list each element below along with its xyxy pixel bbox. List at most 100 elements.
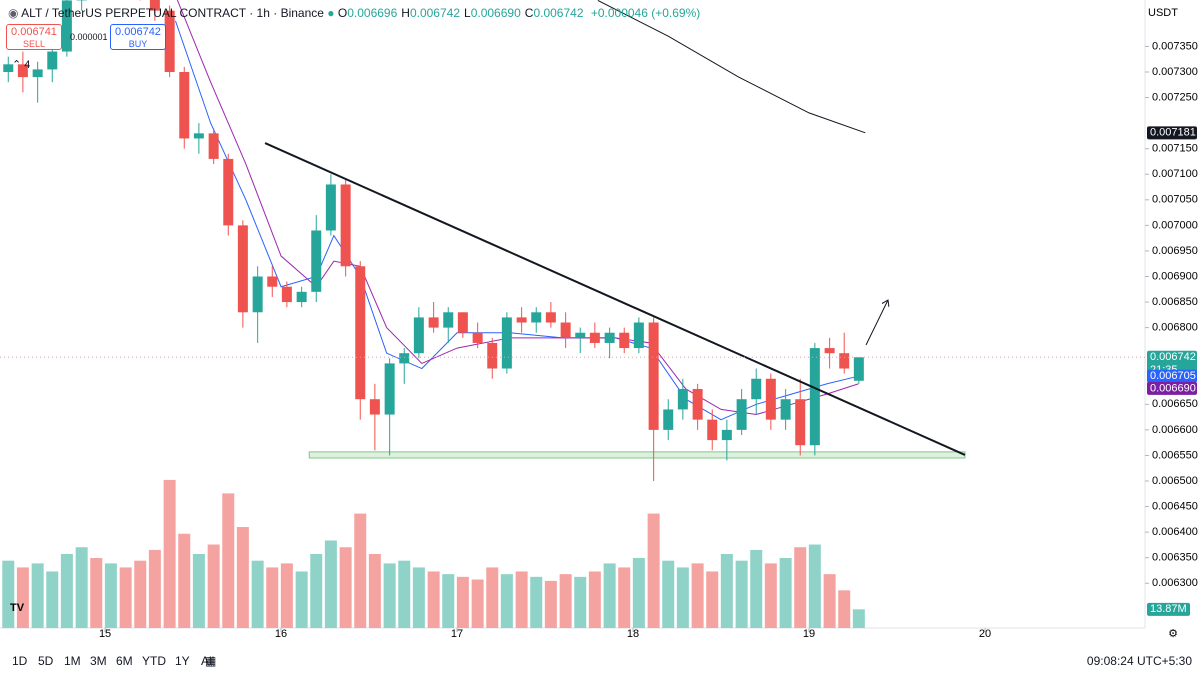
volume-bar	[163, 479, 176, 628]
range-button[interactable]: 3M	[90, 654, 107, 668]
ohlc-key: C	[524, 6, 534, 20]
y-tick-label: 0.006600	[1152, 424, 1198, 436]
volume-bar	[192, 553, 205, 628]
candle-body	[340, 184, 351, 267]
volume-bar	[471, 579, 484, 628]
volume-bar	[618, 567, 631, 628]
range-button[interactable]: YTD	[142, 654, 166, 668]
y-tick-label: 0.006350	[1152, 552, 1198, 564]
symbol: ALT / TetherUS PERPETUAL CONTRACT · 1h ·…	[21, 6, 324, 20]
candle-body	[443, 312, 454, 328]
candle-body	[413, 317, 424, 354]
volume-bar	[486, 567, 499, 628]
candle-body	[809, 348, 820, 446]
indicator-count: 4	[24, 59, 31, 71]
volume-bar	[852, 609, 865, 628]
candle-body	[780, 399, 791, 420]
range-button[interactable]: All	[201, 654, 215, 668]
volume-bar	[251, 560, 264, 628]
volume-bar	[500, 574, 513, 628]
buy-label: BUY	[128, 39, 148, 49]
candle-body	[501, 317, 512, 369]
calendar-icon[interactable]: ▦	[205, 654, 217, 668]
range-button[interactable]: 1M	[64, 654, 81, 668]
volume-bar	[148, 549, 161, 628]
y-tick-label: 0.006400	[1152, 526, 1198, 538]
volume-bar	[119, 567, 132, 628]
volume-label-box	[1147, 602, 1190, 616]
indicators-toggle[interactable]: ⌃ 4	[12, 59, 31, 71]
change: +0.000046 (+0.69%)	[590, 6, 701, 20]
volume-bar	[354, 513, 367, 628]
ohlc-value: 0.006742	[409, 6, 461, 20]
y-tick-label: 0.007350	[1152, 40, 1198, 52]
sell-label: SELL	[22, 39, 46, 49]
candle-body	[355, 266, 366, 400]
price-label: 0.007181	[1150, 127, 1196, 139]
ohlc: O0.006696 H0.006742 L0.006690 C0.006742	[338, 6, 588, 20]
volume-bar	[207, 544, 220, 628]
y-tick-label: 0.007250	[1152, 91, 1198, 103]
range-button[interactable]: 5D	[38, 654, 54, 668]
candle-body	[531, 312, 542, 323]
arrow	[865, 300, 888, 346]
candle-body	[516, 317, 527, 323]
candle-body	[457, 312, 468, 333]
volume-bar	[706, 571, 719, 628]
y-tick-label: 0.006550	[1152, 449, 1198, 461]
candle-body	[17, 64, 28, 78]
volume-bar	[75, 547, 88, 628]
candle-body	[3, 64, 14, 72]
candle-body	[223, 158, 234, 226]
x-tick-label: 19	[803, 628, 815, 640]
moving-average	[174, 20, 859, 421]
volume-bar	[178, 533, 191, 628]
buy-price: 0.006742	[115, 26, 161, 38]
volume-bar	[412, 567, 425, 628]
volume-bar	[104, 563, 117, 628]
buy-button[interactable]: 0.006742 BUY	[110, 24, 166, 50]
volume-bar	[603, 563, 616, 628]
price-label: 0.006705	[1150, 370, 1196, 382]
volume-bar	[31, 563, 44, 628]
price-label-box	[1147, 381, 1197, 395]
y-tick-label: 0.006650	[1152, 398, 1198, 410]
range-button[interactable]: 6M	[116, 654, 133, 668]
candle-body	[472, 332, 483, 343]
range-button[interactable]: 1D	[12, 654, 28, 668]
candle-body	[560, 322, 571, 338]
volume-bar	[266, 567, 279, 628]
settings-icon[interactable]: ⚙	[1168, 628, 1178, 640]
candle-body	[824, 348, 835, 354]
candle-body	[765, 378, 776, 420]
candle-body	[633, 322, 644, 349]
candle-body	[751, 378, 762, 400]
volume-bar	[764, 563, 777, 628]
volume-bar	[60, 553, 73, 628]
volume-bar	[779, 558, 792, 628]
volume-bar	[383, 563, 396, 628]
ohlc-key: O	[337, 6, 348, 20]
volume-bar	[280, 563, 293, 628]
candle-body	[736, 399, 747, 430]
volume-bar	[676, 567, 689, 628]
volume-bar	[295, 571, 308, 628]
candle-body	[267, 276, 278, 287]
volume-bar	[530, 576, 543, 628]
volume-bar	[559, 574, 572, 628]
volume-bar	[750, 549, 763, 628]
candle-body	[47, 51, 58, 70]
spread: 0.000001	[70, 32, 108, 42]
volume-bar	[46, 571, 59, 628]
sell-button[interactable]: 0.006741 SELL	[6, 24, 62, 50]
y-tick-label: 0.006850	[1152, 296, 1198, 308]
y-tick-label: 0.007050	[1152, 194, 1198, 206]
price-label-box	[1147, 126, 1197, 140]
volume-label: 13.87M	[1150, 603, 1187, 615]
x-tick-label: 17	[451, 628, 463, 640]
candle-body	[692, 388, 703, 420]
range-button[interactable]: 1Y	[175, 654, 190, 668]
volume-bar	[808, 544, 821, 628]
y-tick-label: 0.006500	[1152, 475, 1198, 487]
